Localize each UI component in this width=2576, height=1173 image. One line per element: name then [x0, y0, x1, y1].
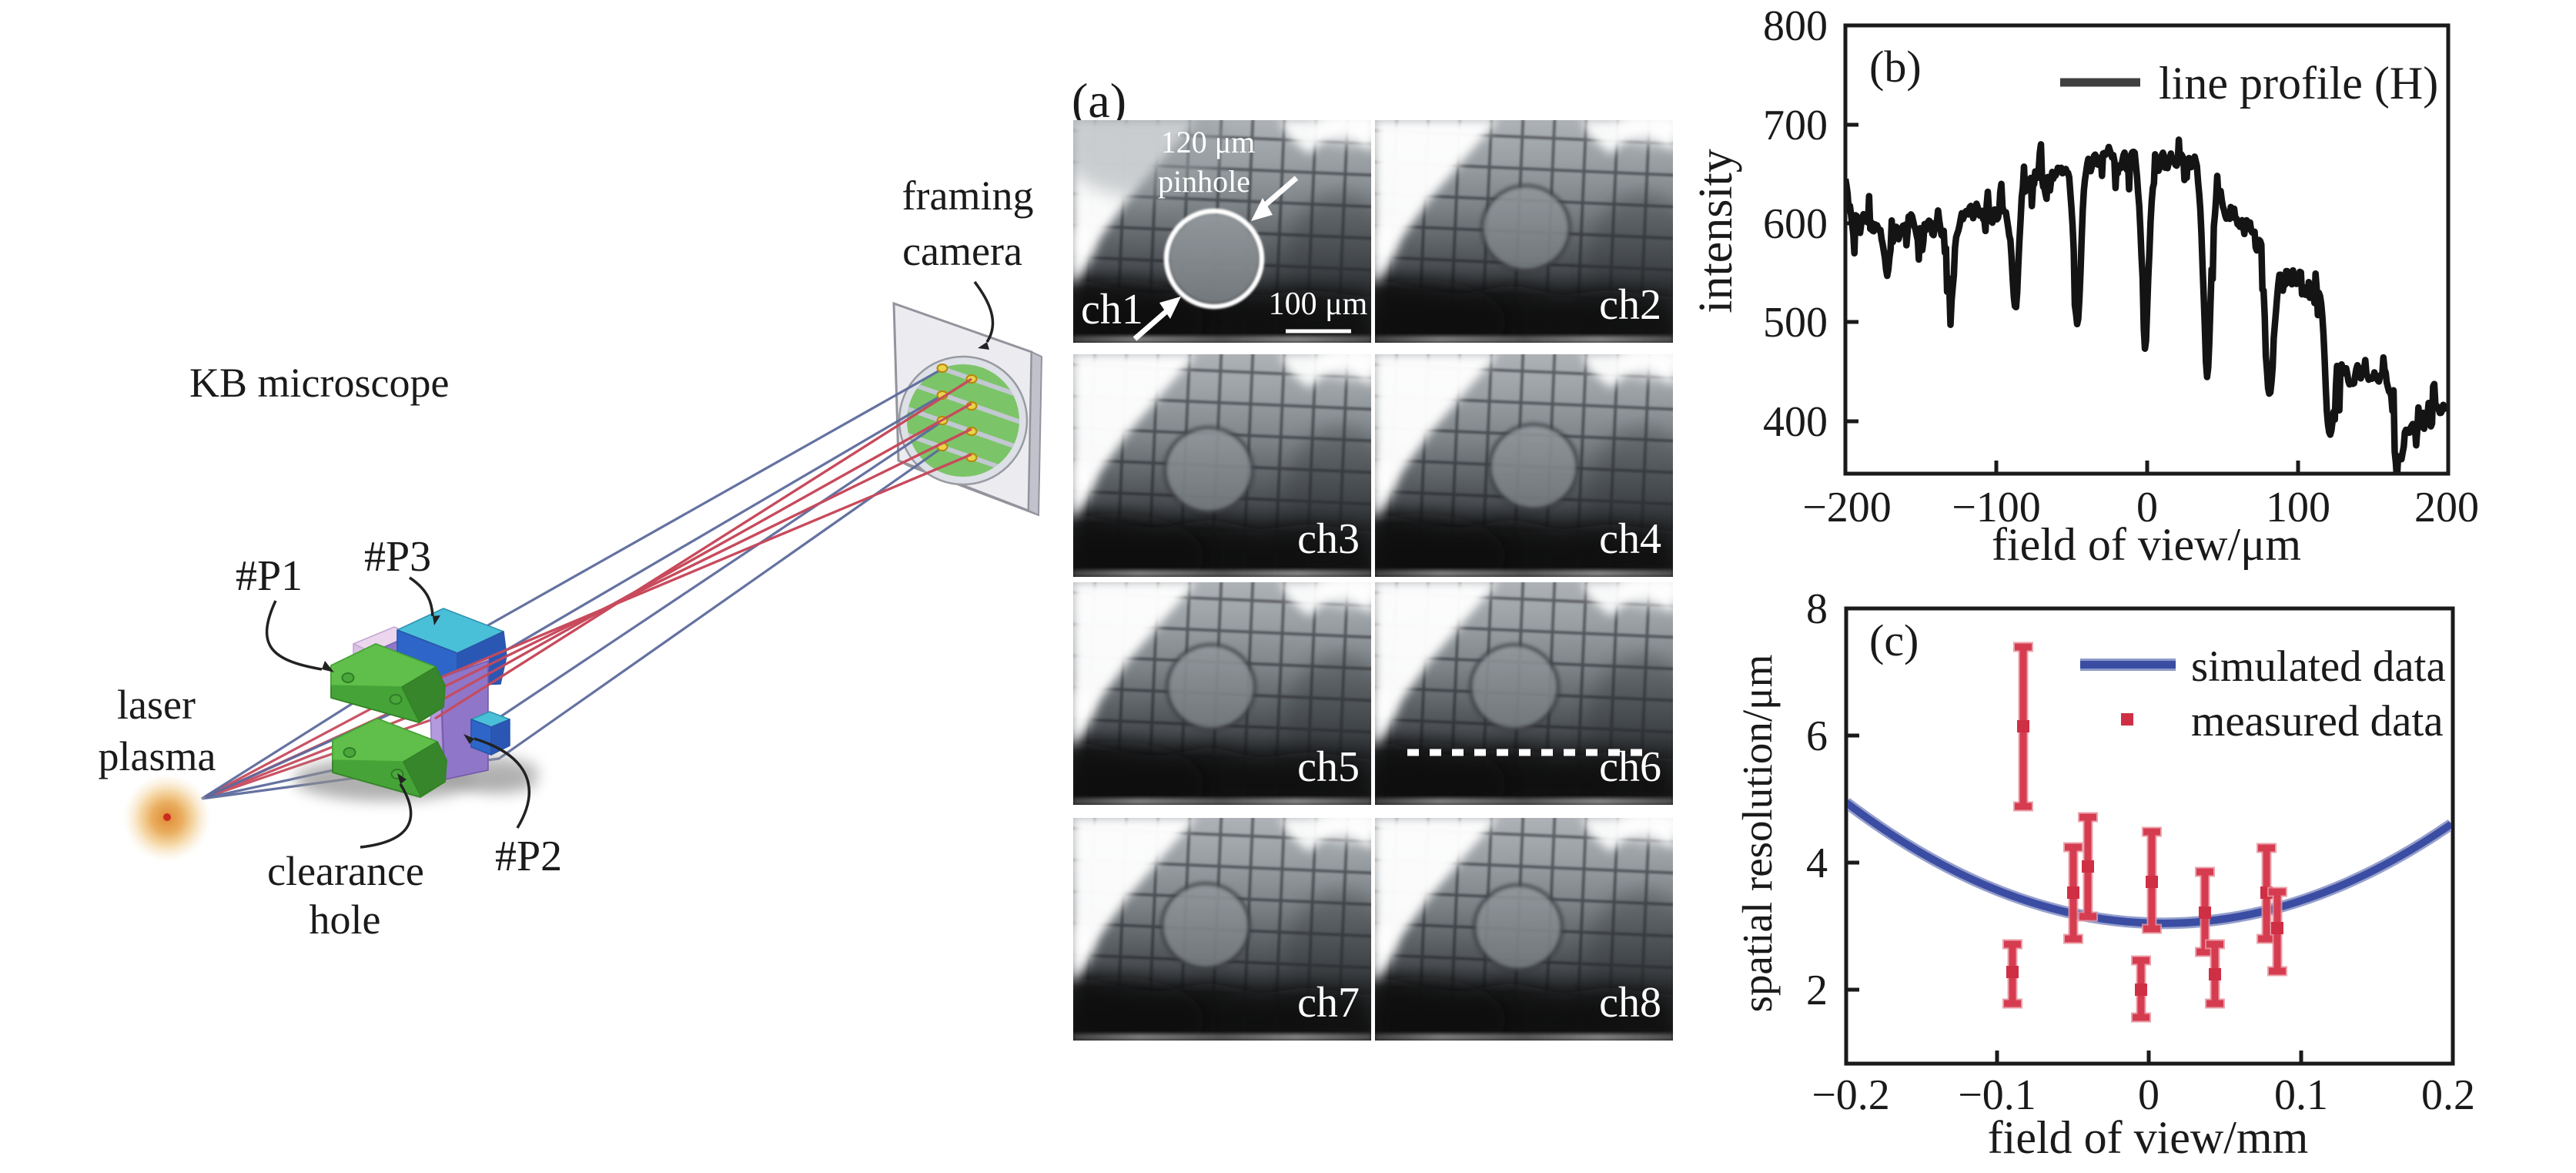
svg-text:0.2: 0.2 — [2421, 1071, 2475, 1119]
svg-text:800: 800 — [1763, 2, 1828, 50]
svg-text:400: 400 — [1763, 398, 1828, 446]
svg-text:line profile (H): line profile (H) — [2159, 58, 2438, 109]
svg-text:−200: −200 — [1802, 484, 1892, 531]
svg-text:100: 100 — [2266, 484, 2330, 531]
svg-text:#P1: #P1 — [236, 552, 303, 600]
svg-text:700: 700 — [1763, 102, 1828, 149]
svg-text:2: 2 — [1806, 967, 1828, 1014]
svg-text:120 μm: 120 μm — [1161, 125, 1256, 159]
svg-text:simulated data: simulated data — [2191, 642, 2446, 691]
svg-text:(a): (a) — [1072, 73, 1126, 128]
svg-text:clearance: clearance — [267, 848, 424, 894]
svg-text:(b): (b) — [1869, 42, 1922, 92]
svg-text:#P3: #P3 — [364, 533, 431, 581]
svg-text:laser: laser — [117, 682, 196, 728]
svg-text:8: 8 — [1806, 585, 1828, 633]
svg-text:framing: framing — [902, 173, 1034, 219]
svg-text:ch1: ch1 — [1081, 286, 1143, 333]
svg-text:field of view/mm: field of view/mm — [1988, 1112, 2309, 1163]
svg-text:spatial resolution/μm: spatial resolution/μm — [1734, 655, 1781, 1013]
svg-text:camera: camera — [902, 228, 1022, 274]
svg-text:ch5: ch5 — [1297, 743, 1360, 791]
svg-text:100 μm: 100 μm — [1269, 287, 1368, 322]
svg-text:ch4: ch4 — [1599, 515, 1661, 563]
svg-text:6: 6 — [1806, 712, 1828, 760]
svg-text:500: 500 — [1763, 299, 1828, 347]
svg-text:hole: hole — [309, 897, 381, 943]
svg-text:measured data: measured data — [2191, 697, 2444, 746]
svg-text:(c): (c) — [1869, 615, 1919, 665]
svg-text:600: 600 — [1763, 200, 1828, 248]
svg-text:200: 200 — [2414, 484, 2479, 531]
svg-text:4: 4 — [1806, 840, 1828, 887]
svg-text:#P2: #P2 — [495, 833, 562, 880]
svg-text:KB microscope: KB microscope — [189, 360, 449, 406]
svg-text:pinhole: pinhole — [1158, 164, 1250, 199]
svg-text:ch3: ch3 — [1297, 515, 1360, 563]
svg-text:ch7: ch7 — [1297, 979, 1360, 1027]
svg-text:0: 0 — [2136, 484, 2158, 531]
svg-text:0: 0 — [2138, 1071, 2159, 1119]
svg-text:−0.1: −0.1 — [1958, 1071, 2036, 1119]
svg-text:−0.2: −0.2 — [1812, 1071, 1890, 1119]
svg-text:intensity: intensity — [1690, 149, 1742, 313]
svg-text:field of view/μm: field of view/μm — [1992, 519, 2301, 570]
svg-text:ch6: ch6 — [1599, 743, 1661, 791]
svg-text:ch8: ch8 — [1599, 979, 1661, 1027]
svg-text:ch2: ch2 — [1599, 281, 1661, 329]
svg-text:plasma: plasma — [99, 733, 216, 779]
svg-text:0.1: 0.1 — [2274, 1071, 2328, 1119]
svg-text:−100: −100 — [1952, 484, 2041, 531]
